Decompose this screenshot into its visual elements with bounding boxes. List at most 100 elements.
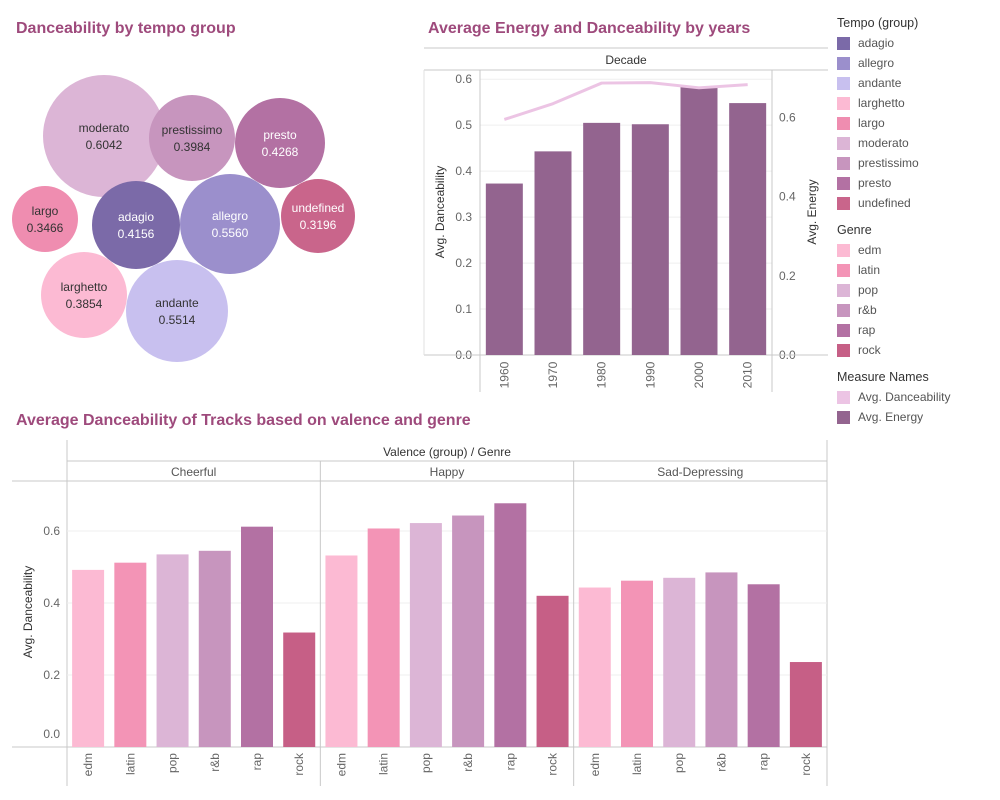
bar-rap [747, 584, 780, 747]
y-tick: 0.6 [43, 524, 60, 538]
bubble-label: larghetto [61, 280, 108, 294]
x-tick-label: 1990 [643, 361, 657, 388]
x-tick-label: edm [334, 753, 348, 776]
y-tick-right: 0.6 [779, 111, 796, 125]
legend-item: Avg. Danceability [837, 387, 997, 407]
bubble-value: 0.5560 [212, 226, 249, 240]
legend-swatch [837, 243, 850, 257]
legend-swatch [837, 196, 850, 210]
bubble-adagio [92, 181, 180, 269]
bar-energy [485, 183, 523, 355]
bubble-value: 0.3466 [27, 221, 64, 235]
legend-swatch [837, 343, 850, 357]
legend-item: edm [837, 240, 997, 260]
legend-item: andante [837, 73, 997, 93]
bubble-value: 0.3196 [300, 218, 337, 232]
x-tick-label: 2010 [741, 361, 755, 388]
legend-label: latin [858, 263, 881, 277]
legend-panel: Tempo (group) adagio allegro andante larghe… [837, 14, 997, 427]
bubble-larghetto [41, 252, 127, 338]
x-tick-label: rock [799, 752, 813, 776]
bar-latin [367, 528, 400, 747]
group-label: Cheerful [171, 465, 216, 479]
legend-item: rock [837, 340, 997, 360]
y-tick-left: 0.3 [455, 210, 472, 224]
bubble-label: presto [263, 128, 297, 142]
x-tick-label: pop [672, 753, 686, 773]
legend-label: Avg. Danceability [858, 390, 951, 404]
bubble-presto [235, 98, 325, 188]
bubble-value: 0.3854 [66, 297, 103, 311]
group-label: Sad-Depressing [657, 465, 743, 479]
x-tick-label: edm [81, 753, 95, 776]
y-tick-left: 0.5 [455, 118, 472, 132]
y-tick-right: 0.2 [779, 269, 796, 283]
x-tick-label: latin [630, 753, 644, 775]
bar-energy [534, 151, 572, 355]
x-tick-label: 1970 [546, 361, 560, 388]
x-tick-label: pop [419, 753, 433, 773]
bubble-prestissimo [149, 95, 235, 181]
legend-swatch [837, 56, 850, 70]
legend-item: pop [837, 280, 997, 300]
legend-label: undefined [858, 196, 911, 210]
decade-header: Decade [605, 53, 647, 67]
decade-chart-title: Average Energy and Danceability by years [428, 20, 751, 37]
legend-item: latin [837, 260, 997, 280]
bubble-label: prestissimo [162, 123, 223, 137]
bubble-andante [126, 260, 228, 362]
bubble-value: 0.4156 [118, 227, 155, 241]
bar-r&b [198, 550, 231, 747]
bubble-undefined [281, 179, 355, 253]
bar-pop [156, 554, 189, 747]
x-tick-label: latin [377, 753, 391, 775]
legend-label: rap [858, 323, 876, 337]
legend-swatch [837, 323, 850, 337]
legend-measures-title: Measure Names [837, 370, 929, 384]
bar-edm [325, 555, 358, 747]
legend-label: adagio [858, 36, 895, 50]
bubble-label: adagio [118, 210, 154, 224]
legend-item: presto [837, 173, 997, 193]
bubble-label: andante [155, 296, 199, 310]
bar-rock [789, 662, 822, 747]
bar-rap [241, 526, 273, 747]
bar-rock [283, 632, 316, 747]
y-tick-left: 0.2 [455, 256, 472, 270]
legend-label: pop [858, 283, 879, 297]
bubble-label: largo [32, 204, 59, 218]
bar-latin [114, 562, 147, 747]
legend-genre-title: Genre [837, 223, 872, 237]
bar-energy [680, 87, 718, 356]
valence-chart-title: Average Danceability of Tracks based on … [16, 412, 471, 429]
legend-tempo-list: adagio allegro andante larghetto largo modera… [837, 33, 997, 213]
legend-label: moderato [858, 136, 909, 150]
x-tick-label: rap [250, 753, 264, 771]
x-tick-label: 1960 [497, 361, 511, 388]
valence-header: Valence (group) / Genre [383, 445, 511, 459]
bar-edm [72, 569, 105, 747]
legend-measures-list: Avg. Danceability Avg. Energy [837, 387, 997, 427]
y-tick: 0.0 [43, 727, 60, 741]
legend-swatch [837, 156, 850, 170]
legend-swatch [837, 263, 850, 277]
legend-item: Avg. Energy [837, 407, 997, 427]
bubble-chart-title: Danceability by tempo group [16, 20, 236, 37]
legend-swatch [837, 390, 850, 404]
line-danceability [503, 81, 748, 121]
y-axis-title-left: Avg. Danceability [433, 166, 447, 259]
legend-label: Avg. Energy [858, 410, 924, 424]
x-tick-label: rap [757, 753, 771, 771]
legend-label: larghetto [858, 96, 905, 110]
x-tick-label: rock [292, 752, 306, 776]
legend-item: rap [837, 320, 997, 340]
legend-label: andante [858, 76, 902, 90]
legend-swatch [837, 303, 850, 317]
bar-edm [578, 587, 611, 747]
legend-item: moderato [837, 133, 997, 153]
y-axis-title: Avg. Danceability [21, 566, 35, 659]
legend-item: largo [837, 113, 997, 133]
bar-rap [494, 503, 527, 747]
y-tick-left: 0.4 [455, 164, 472, 178]
